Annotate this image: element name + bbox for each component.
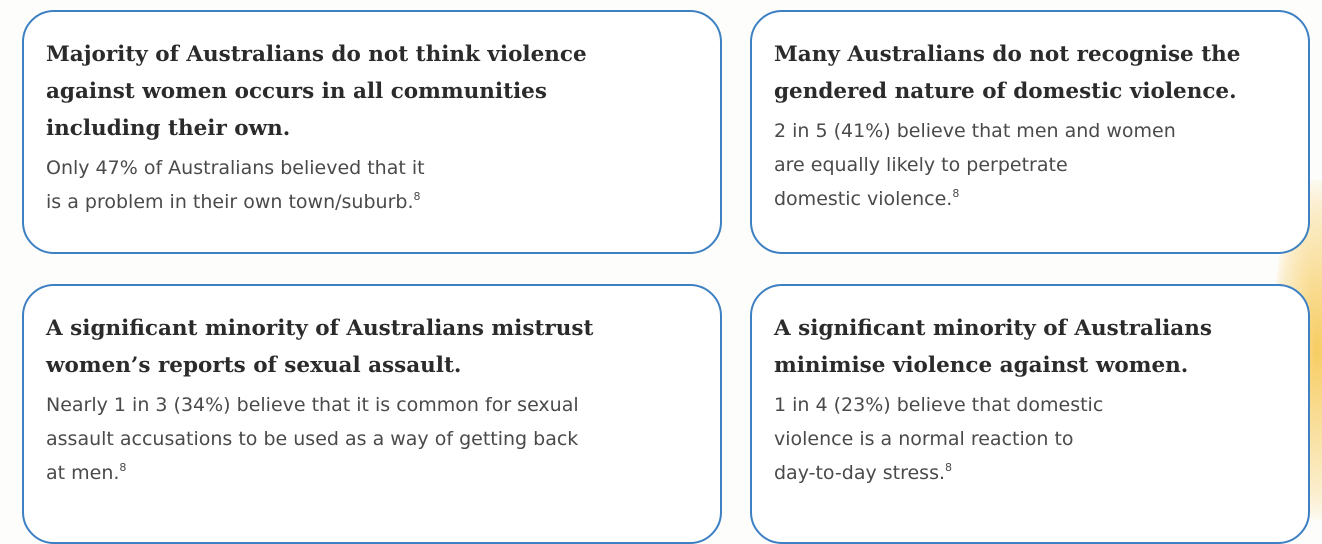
body-line: violence is a normal reaction to	[774, 422, 1288, 456]
title-line: against women occurs in all communities	[46, 73, 700, 110]
title-line: A significant minority of Australians	[774, 310, 1288, 347]
body-line: is a problem in their own town/suburb.8	[46, 185, 700, 219]
page: Majority of Australians do not think vio…	[0, 0, 1322, 525]
title-line: minimise violence against women.	[774, 347, 1288, 384]
footnote-ref: 8	[119, 461, 126, 474]
info-card: A significant minority of Australians mi…	[22, 284, 722, 544]
title-line: A significant minority of Australians mi…	[46, 310, 700, 347]
title-line: including their own.	[46, 110, 700, 147]
body-line: Only 47% of Australians believed that it	[46, 151, 700, 185]
title-line: Many Australians do not recognise the	[774, 36, 1288, 73]
card-body: 2 in 5 (41%) believe that men and women a…	[774, 114, 1288, 216]
title-line: women’s reports of sexual assault.	[46, 347, 700, 384]
footnote-ref: 8	[945, 461, 952, 474]
body-line: at men.8	[46, 456, 700, 490]
title-line: Majority of Australians do not think vio…	[46, 36, 700, 73]
body-line: day-to-day stress.8	[774, 456, 1288, 490]
info-card: Majority of Australians do not think vio…	[22, 10, 722, 254]
body-text: 1 in 4 (23%) believe that domestic	[774, 394, 1103, 416]
card-body: 1 in 4 (23%) believe that domestic violen…	[774, 388, 1288, 490]
footnote-ref: 8	[414, 190, 421, 203]
body-text: assault accusations to be used as a way …	[46, 428, 578, 450]
card-body: Only 47% of Australians believed that it…	[46, 151, 700, 219]
body-text: 2 in 5 (41%) believe that men and women	[774, 120, 1176, 142]
body-line: domestic violence.8	[774, 182, 1288, 216]
body-text: violence is a normal reaction to	[774, 428, 1074, 450]
body-text: day-to-day stress.	[774, 462, 945, 484]
body-line: 1 in 4 (23%) believe that domestic	[774, 388, 1288, 422]
body-text: are equally likely to perpetrate	[774, 154, 1068, 176]
body-text: at men.	[46, 462, 119, 484]
body-text: Nearly 1 in 3 (34%) believe that it is c…	[46, 394, 579, 416]
body-line: are equally likely to perpetrate	[774, 148, 1288, 182]
body-line: Nearly 1 in 3 (34%) believe that it is c…	[46, 388, 700, 422]
body-line: assault accusations to be used as a way …	[46, 422, 700, 456]
footnote-ref: 8	[952, 187, 959, 200]
card-title: A significant minority of Australians mi…	[46, 310, 700, 384]
body-text: is a problem in their own town/suburb.	[46, 191, 414, 213]
body-line: 2 in 5 (41%) believe that men and women	[774, 114, 1288, 148]
body-text: Only 47% of Australians believed that it	[46, 157, 425, 179]
body-text: domestic violence.	[774, 188, 952, 210]
card-body: Nearly 1 in 3 (34%) believe that it is c…	[46, 388, 700, 490]
title-line: gendered nature of domestic violence.	[774, 73, 1288, 110]
card-title: Majority of Australians do not think vio…	[46, 36, 700, 147]
